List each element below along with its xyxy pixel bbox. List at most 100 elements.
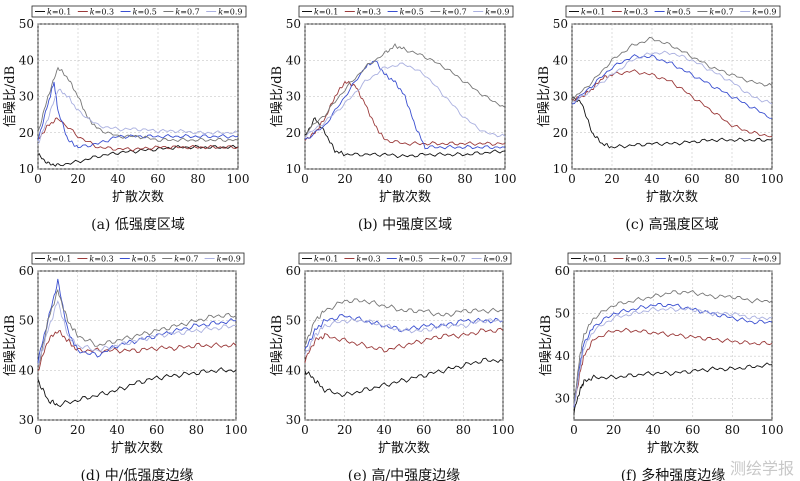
series-line-k=0.5: [304, 60, 506, 150]
x-tick-label: 100: [761, 423, 784, 437]
series-line-k=0.9: [37, 88, 239, 145]
series-line-k=0.1: [573, 362, 773, 414]
y-tick-label: 50: [286, 314, 301, 328]
legend-entry: k=0.1: [314, 255, 338, 264]
y-axis-label: 信噪比/dB: [3, 315, 18, 376]
x-tick-label: 20: [337, 423, 352, 437]
legend-entry: k=0.5: [668, 255, 692, 264]
y-tick-label: 40: [553, 53, 568, 67]
legend-entry: k=0.9: [485, 8, 509, 17]
legend-entry: k=0.1: [47, 255, 71, 264]
chart-panel-4: 0 20 40 60 80 100 30 40 50 60 扩散次数 信噪比/dB (d) 中/低强度边…: [3, 252, 248, 481]
x-tick-label: 40: [110, 423, 125, 437]
legend-entry: k=0.3: [357, 8, 381, 17]
chart-panel-3: 0 20 40 60 80 100 10 20 30 40 50 扩散次数 信噪比/dB (c) 高强度区…: [537, 5, 783, 233]
y-tick-label: 60: [19, 264, 34, 278]
chart-panel-2: 0 20 40 60 80 100 10 20 30 40 50 扩散次数 信噪比/dB (b) 中强度区…: [270, 5, 516, 233]
series-line-k=0.3: [37, 117, 239, 152]
y-tick-label: 40: [19, 53, 34, 67]
y-tick-label: 60: [286, 264, 301, 278]
x-tick-label: 20: [70, 172, 85, 186]
y-axis-label: 信噪比/dB: [539, 315, 554, 376]
y-tick-label: 50: [286, 17, 301, 31]
x-tick-label: 40: [644, 172, 659, 186]
series-line-k=0.9: [573, 306, 773, 406]
y-tick-label: 20: [286, 126, 301, 140]
y-tick-label: 30: [555, 392, 570, 406]
series-line-k=0.5: [37, 278, 237, 363]
legend-entry: k=0.7: [442, 8, 466, 17]
x-tick-label: 0: [301, 172, 309, 186]
x-tick-label: 0: [34, 423, 42, 437]
series-line-k=0.1: [304, 357, 504, 398]
x-tick-label: 60: [149, 423, 164, 437]
watermark-text: 测绘学报: [729, 459, 794, 478]
panel-caption: (d) 中/低强度边缘: [80, 468, 193, 481]
legend-box: [31, 5, 247, 18]
x-tick-label: 0: [570, 423, 578, 437]
x-tick-label: 0: [568, 172, 576, 186]
x-tick-label: 100: [225, 423, 248, 437]
y-tick-label: 10: [553, 162, 568, 176]
x-tick-label: 60: [417, 172, 432, 186]
x-axis-label: 扩散次数: [379, 189, 431, 205]
legend-entry: k=0.7: [174, 255, 198, 264]
panel-caption: (c) 高强度区域: [625, 216, 718, 233]
legend-box: [31, 252, 245, 265]
legend-entry: k=0.3: [625, 255, 649, 264]
chart-panel-6: 0 20 40 60 80 100 30 40 50 60 扩散次数 信噪比/dB (f) 多种强度边缘…: [539, 252, 784, 481]
panel-caption: (f) 多种强度边缘: [621, 467, 726, 481]
series-line-k=0.9: [304, 62, 506, 139]
series-line-k=0.7: [37, 288, 237, 370]
y-tick-label: 50: [19, 17, 34, 31]
y-tick-label: 40: [286, 53, 301, 67]
y-axis-label: 信噪比/dB: [270, 66, 285, 127]
x-axis-label: 扩散次数: [112, 189, 164, 205]
x-tick-label: 80: [725, 423, 740, 437]
x-tick-label: 60: [685, 423, 700, 437]
y-tick-label: 10: [286, 162, 301, 176]
legend-box: [565, 5, 781, 18]
series-line-k=0.5: [573, 302, 773, 408]
series-line-k=0.5: [37, 81, 239, 148]
series-line-k=0.3: [304, 327, 504, 363]
y-tick-label: 20: [19, 126, 34, 140]
legend-box: [298, 5, 514, 18]
x-tick-label: 100: [227, 172, 250, 186]
y-axis-label: 信噪比/dB: [537, 66, 552, 127]
legend-entry: k=0.7: [175, 8, 199, 17]
series-line-k=0.7: [571, 36, 773, 103]
series-line-k=0.1: [571, 96, 773, 149]
x-tick-label: 20: [70, 423, 85, 437]
y-tick-label: 60: [555, 264, 570, 278]
series-line-k=0.9: [571, 50, 773, 105]
x-tick-label: 40: [646, 423, 661, 437]
y-tick-label: 40: [19, 363, 34, 377]
x-tick-label: 60: [684, 172, 699, 186]
series-line-k=0.5: [304, 314, 504, 350]
legend-entry: k=0.9: [753, 255, 777, 264]
x-axis-label: 扩散次数: [646, 189, 698, 205]
legend-box: [567, 252, 781, 265]
legend-entry: k=0.5: [132, 255, 156, 264]
legend-entry: k=0.1: [314, 8, 338, 17]
legend-entry: k=0.7: [710, 255, 734, 264]
x-tick-label: 0: [301, 423, 309, 437]
legend-entry: k=0.1: [581, 8, 605, 17]
chart-panel-1: 0 20 40 60 80 100 10 20 30 40 50 扩散次数 信噪比/dB (a) 低强度区…: [3, 5, 250, 233]
legend-entry: k=0.3: [624, 8, 648, 17]
series-line-k=0.7: [304, 43, 506, 134]
legend-entry: k=0.5: [400, 8, 424, 17]
y-tick-label: 30: [553, 90, 568, 104]
x-tick-label: 0: [34, 172, 42, 186]
legend-entry: k=0.7: [709, 8, 733, 17]
x-tick-label: 60: [416, 423, 431, 437]
legend-entry: k=0.9: [752, 8, 776, 17]
x-axis-label: 扩散次数: [378, 440, 430, 456]
y-tick-label: 50: [553, 17, 568, 31]
x-tick-label: 20: [337, 172, 352, 186]
y-tick-label: 30: [286, 90, 301, 104]
legend-entry: k=0.3: [356, 255, 380, 264]
legend-entry: k=0.3: [90, 8, 114, 17]
legend-entry: k=0.1: [47, 8, 71, 17]
